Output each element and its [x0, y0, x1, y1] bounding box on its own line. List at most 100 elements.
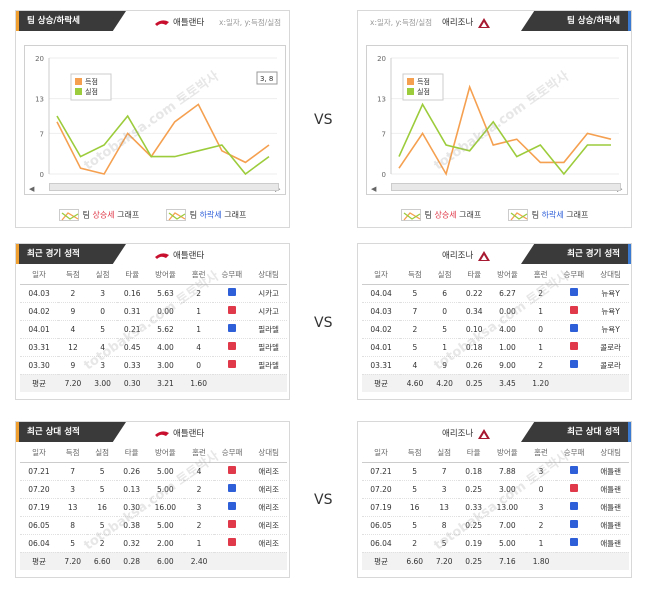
table-cell: 0.38	[116, 516, 147, 535]
table-cell: 필라델	[250, 356, 287, 375]
result-cell	[555, 284, 593, 303]
average-cell: 3.00	[87, 374, 118, 392]
arizona-logo-icon	[476, 251, 492, 261]
average-row: 평균 4.60 4.20 0.25 3.45 1.20	[362, 374, 629, 392]
result-cell	[555, 320, 593, 339]
average-row: 평균 7.20 6.60 0.28 6.00 2.40	[20, 552, 287, 570]
down-trend-button-left[interactable]: 팀 하락세 그래프	[165, 209, 246, 221]
result-cell	[213, 320, 251, 339]
table-cell: 2	[58, 284, 88, 303]
win-badge-icon	[570, 466, 579, 474]
table-cell: 06.05	[20, 516, 58, 535]
table-row: 04.01 4 5 0.21 5.62 1 필라델	[20, 320, 287, 339]
trend-buttons-left: 팀 상승세 그래프 팀 하락세 그래프	[16, 209, 289, 221]
result-cell	[555, 498, 593, 517]
trend-title-left: 팀 상승/하락세	[16, 11, 126, 31]
table-cell: 0.13	[116, 480, 147, 499]
team-label-left: 애틀랜타	[154, 249, 204, 261]
table-cell: 7.88	[488, 462, 527, 481]
table-cell: 8	[57, 516, 88, 535]
average-cell: 7.20	[58, 374, 88, 392]
axis-hint-right: x:일자, y:득점/실점	[370, 18, 433, 27]
tooltip-text: 3, 8	[260, 75, 273, 83]
loss-badge-icon	[228, 538, 237, 546]
table-cell: 5	[399, 462, 430, 481]
column-header: 상대팀	[592, 266, 629, 285]
up-trend-button-left[interactable]: 팀 상승세 그래프	[58, 209, 139, 221]
average-cell: 1.60	[183, 374, 214, 392]
column-header: 승무패	[555, 444, 593, 463]
table-cell: 시카고	[250, 302, 287, 321]
table-cell: 04.01	[362, 338, 401, 357]
atlanta-logo-icon	[154, 251, 170, 260]
table-cell: 1	[526, 534, 556, 553]
average-cell: 4.60	[400, 374, 430, 392]
table-cell: 5.62	[147, 320, 184, 339]
result-cell	[555, 302, 593, 321]
table-cell: 4	[184, 462, 214, 481]
table-cell: 2	[399, 534, 430, 553]
vs-label-1: VS	[314, 112, 333, 128]
table-cell: 0.16	[117, 284, 148, 303]
loss-badge-icon	[228, 466, 237, 474]
vs-label-3: VS	[314, 492, 333, 508]
loss-badge-icon	[228, 520, 237, 528]
table-cell: 1	[183, 320, 214, 339]
table-cell: 애리조	[250, 480, 287, 499]
table-cell: 0.32	[116, 534, 147, 553]
table-cell: 5.63	[147, 284, 184, 303]
column-header: 득점	[58, 266, 88, 285]
table-cell: 0.18	[459, 338, 490, 357]
table-cell: 9	[58, 302, 88, 321]
win-badge-icon	[569, 324, 578, 332]
column-header: 상대팀	[250, 444, 287, 463]
average-cell	[555, 374, 593, 392]
table-cell: 2	[400, 320, 430, 339]
average-cell: 3.21	[147, 374, 184, 392]
table-cell: 04.03	[362, 302, 401, 321]
table-cell: 0.18	[458, 462, 489, 481]
table-cell: 1.00	[489, 338, 526, 357]
table-cell: 13.00	[488, 498, 527, 517]
average-cell	[250, 374, 287, 392]
table-cell: 뉴욕Y	[592, 320, 629, 339]
table-cell: 1	[525, 302, 556, 321]
column-header: 타율	[458, 444, 489, 463]
column-header: 방어율	[146, 444, 185, 463]
table-cell: 4	[87, 338, 118, 357]
column-header: 홈런	[184, 444, 214, 463]
up-trend-button-right[interactable]: 팀 상승세 그래프	[400, 209, 481, 221]
table-cell: 5	[399, 480, 430, 499]
table-cell: 7	[400, 302, 430, 321]
chart-scrollbar-left[interactable]	[49, 183, 279, 191]
loss-badge-icon	[569, 306, 578, 314]
allowed-series-line	[398, 102, 611, 176]
table-row: 03.31 4 9 0.26 9.00 2 콜로라	[362, 356, 629, 375]
column-header: 방어율	[147, 266, 184, 285]
allowed-legend-swatch	[407, 88, 414, 95]
column-header: 일자	[362, 444, 400, 463]
table-cell: 3	[87, 356, 118, 375]
chart-scrollbar-right[interactable]	[391, 183, 621, 191]
result-cell	[213, 462, 251, 481]
team-label-right: 애리조나	[442, 427, 495, 439]
table-cell: 7	[57, 462, 88, 481]
legend-label: 실점	[417, 87, 430, 96]
table-header-row: 일자 득점 실점 타율 방어율 홈런 승무패 상대팀	[362, 444, 629, 463]
table-row: 04.03 2 3 0.16 5.63 2 시카고	[20, 284, 287, 303]
win-badge-icon	[228, 502, 237, 510]
runs-series-line	[56, 103, 270, 175]
table-header-row: 일자 득점 실점 타율 방어율 홈런 승무패 상대팀	[362, 266, 629, 285]
table-cell: 0.00	[489, 302, 526, 321]
table-cell: 3	[184, 498, 214, 517]
line-graph-icon	[165, 209, 186, 221]
recent-panel-left: 최근 경기 성적 애틀랜타 일자 득점 실점 타율 방어율 홈런 승무패 상대팀 04.03 2 3…	[15, 243, 290, 400]
win-badge-icon	[569, 360, 578, 368]
team-label-right: 애리조나	[442, 16, 495, 28]
h2h-panel-right: 애리조나 최근 상대 성적 일자 득점 실점 타율 방어율 홈런 승무패 상대팀 07.21 5 7…	[357, 421, 632, 578]
down-trend-button-right[interactable]: 팀 하락세 그래프	[507, 209, 588, 221]
win-badge-icon	[227, 288, 236, 296]
